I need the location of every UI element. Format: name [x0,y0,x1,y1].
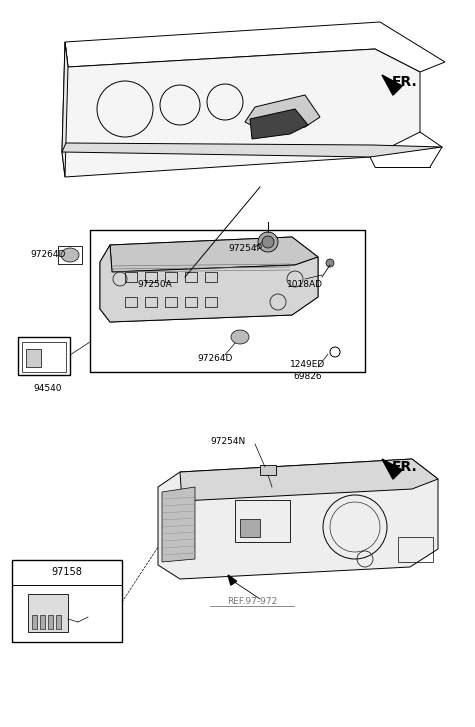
Polygon shape [382,459,402,479]
Text: 69826: 69826 [294,372,323,382]
Text: 97264D: 97264D [197,355,233,364]
Text: 97254P: 97254P [228,244,262,254]
Polygon shape [62,143,442,157]
Text: 94540: 94540 [34,385,62,393]
Text: 97158: 97158 [52,567,83,577]
Text: 97264D: 97264D [30,251,66,260]
Bar [40,615,45,629]
Bar [165,297,177,307]
Bar [235,500,290,542]
Text: 1249ED: 1249ED [290,361,326,369]
Polygon shape [250,109,308,139]
Bar [240,519,260,537]
Text: REF.97-972: REF.97-972 [227,598,277,606]
Polygon shape [245,95,320,132]
Text: FR.: FR. [392,460,418,474]
Circle shape [326,259,334,267]
Bar [205,297,217,307]
Bar [125,297,137,307]
Bar [56,615,61,629]
Text: 97254N: 97254N [210,438,246,446]
Ellipse shape [61,248,79,262]
Circle shape [258,232,278,252]
Bar [125,272,137,282]
Polygon shape [100,237,318,322]
Bar [22,342,66,372]
Bar [90,230,365,372]
Polygon shape [158,459,438,579]
Bar [185,272,197,282]
Polygon shape [110,237,318,272]
Bar [145,297,157,307]
Bar [28,594,68,632]
Text: 97250A: 97250A [138,281,172,289]
Polygon shape [228,575,237,585]
Bar [48,615,53,629]
Bar [145,272,157,282]
Polygon shape [162,487,195,562]
Polygon shape [180,459,438,501]
Polygon shape [62,42,68,177]
Bar [12,560,122,642]
Bar [398,537,433,562]
Circle shape [262,236,274,248]
Bar [205,272,217,282]
Bar [165,272,177,282]
Bar [32,615,37,629]
Polygon shape [62,42,420,177]
Bar [58,246,82,264]
Polygon shape [382,75,402,95]
Text: FR.: FR. [392,75,418,89]
Bar [185,297,197,307]
Ellipse shape [231,330,249,344]
Polygon shape [100,245,318,322]
Bar [260,465,276,475]
Bar [18,337,70,375]
Bar [26,349,41,367]
Text: 1018AD: 1018AD [287,281,323,289]
